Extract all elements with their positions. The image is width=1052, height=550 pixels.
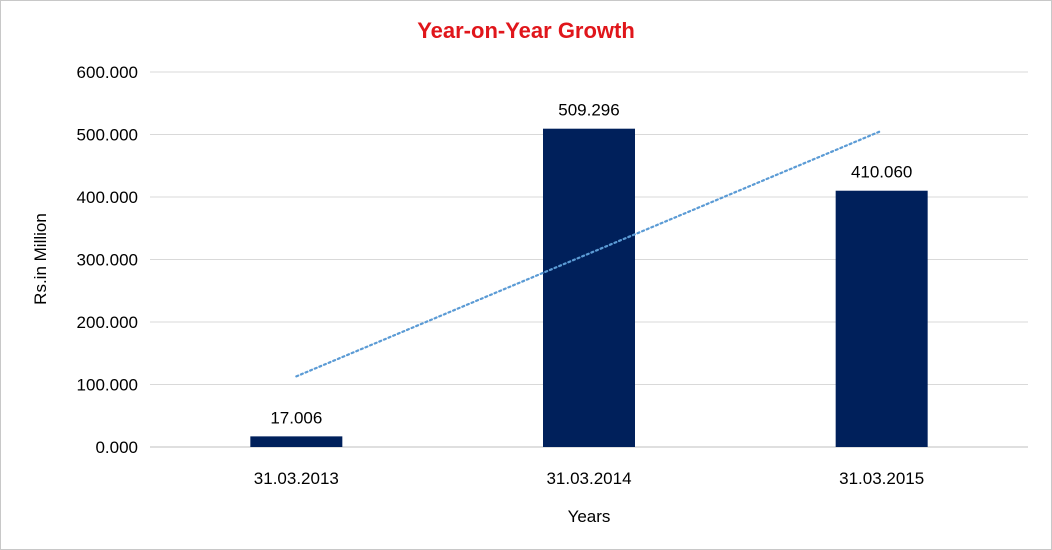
bar xyxy=(250,436,343,447)
y-tick-label: 400.000 xyxy=(77,188,138,207)
trendline xyxy=(295,129,883,378)
x-tick-label: 31.03.2013 xyxy=(254,469,339,488)
y-tick-label: 500.000 xyxy=(77,126,138,145)
y-tick-label: 300.000 xyxy=(77,251,138,270)
y-tick-label: 200.000 xyxy=(77,313,138,332)
data-label: 509.296 xyxy=(558,101,619,120)
data-label: 410.060 xyxy=(851,163,912,182)
data-label: 17.006 xyxy=(270,408,322,427)
x-axis-ticks: 31.03.2013 31.03.2014 31.03.2015 xyxy=(254,469,924,488)
y-tick-label: 100.000 xyxy=(77,376,138,395)
data-labels: 17.006 509.296 410.060 xyxy=(270,101,912,428)
x-axis-title: Years xyxy=(568,507,611,526)
bars xyxy=(250,128,928,447)
bar xyxy=(835,190,928,447)
y-axis-ticks: 0.000 100.000 200.000 300.000 400.000 500.000… xyxy=(77,63,138,457)
x-tick-label: 31.03.2014 xyxy=(546,469,631,488)
y-tick-label: 0.000 xyxy=(95,438,138,457)
chart-title: Year-on-Year Growth xyxy=(417,18,635,43)
x-tick-label: 31.03.2015 xyxy=(839,469,924,488)
y-axis-title: Rs.in Million xyxy=(31,213,50,305)
bar xyxy=(543,128,635,447)
y-tick-label: 600.000 xyxy=(77,63,138,82)
trendline-group xyxy=(295,129,883,378)
